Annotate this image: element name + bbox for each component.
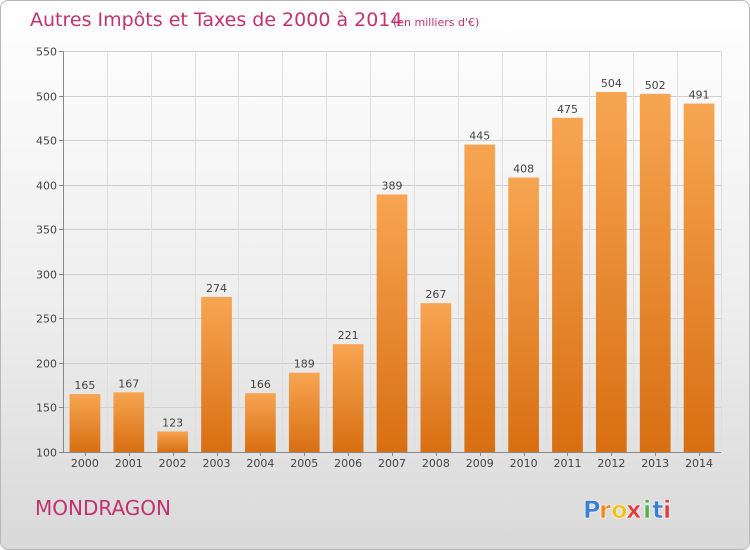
x-tick-label: 2007 [378, 457, 406, 470]
x-tick-label: 2009 [466, 457, 494, 470]
value-label: 502 [645, 79, 666, 92]
x-tick-label: 2011 [553, 457, 581, 470]
y-tick-label: 500 [36, 91, 57, 104]
y-tick-label: 150 [36, 402, 57, 415]
y-tick-label: 450 [36, 135, 57, 148]
y-tick-label: 250 [36, 313, 57, 326]
bar-2012 [595, 91, 627, 452]
value-label: 389 [382, 179, 403, 192]
x-tick-label: 2014 [685, 457, 713, 470]
value-label: 166 [250, 378, 271, 391]
bar-2011 [552, 117, 583, 452]
value-label: 123 [162, 417, 183, 430]
proxiti-logo: Pr ox i t i [583, 496, 672, 525]
y-tick-label: 200 [36, 358, 57, 371]
x-tick-label: 2013 [641, 457, 669, 470]
x-tick-label: 2002 [159, 457, 187, 470]
value-label: 504 [601, 77, 622, 90]
bar-2013 [639, 93, 671, 453]
value-label: 167 [118, 377, 139, 390]
value-label: 274 [206, 282, 227, 295]
value-label: 445 [469, 130, 490, 143]
axis-layer: 100 150 200 250 300 350 400 450 500 550 2000 2001 20… [36, 46, 721, 470]
logo-letter: P [583, 496, 601, 524]
x-tick-label: 2006 [334, 457, 362, 470]
value-label: 189 [294, 358, 315, 371]
bar-2001 [113, 392, 145, 452]
bar-2000 [69, 394, 101, 452]
x-tick-label: 2012 [597, 457, 625, 470]
logo-letter: x [626, 496, 642, 524]
y-tick-label: 550 [36, 46, 57, 59]
x-tick-label: 2010 [510, 457, 538, 470]
y-tick-label: 350 [36, 224, 57, 237]
value-label: 267 [425, 288, 446, 301]
x-tick-label: 2004 [246, 457, 274, 470]
value-label: 475 [557, 103, 578, 116]
value-label: 491 [689, 89, 710, 102]
bar-2009 [464, 144, 496, 453]
bar-2006 [332, 344, 364, 452]
logo-letter: o [611, 496, 628, 524]
bar-2005 [288, 372, 320, 452]
y-tick-label: 300 [36, 269, 57, 282]
chart-subtitle: (en milliers d'€) [393, 16, 479, 29]
x-tick-label: 2001 [115, 457, 143, 470]
value-label: 408 [513, 163, 534, 176]
y-tick-label: 400 [36, 180, 57, 193]
logo-letter: r [599, 496, 611, 524]
bar-2002 [157, 431, 189, 452]
bar-2010 [508, 177, 539, 452]
logo-letter: i [643, 496, 651, 524]
chart-title: Autres Impôts et Taxes de 2000 à 2014 [30, 9, 403, 31]
bar-2008 [420, 303, 452, 452]
bars-layer: 165 167 123 274 166 189 221 389 267 445 408 475 504 5… [69, 77, 715, 453]
bar-2014 [683, 103, 715, 452]
logo-letter: i [663, 496, 671, 524]
x-tick-label: 2008 [422, 457, 450, 470]
logo-letter: t [652, 496, 663, 524]
x-tick-label: 2005 [290, 457, 318, 470]
location-label: MONDRAGON [35, 496, 171, 520]
x-tick-label: 2003 [203, 457, 231, 470]
value-label: 221 [338, 329, 359, 342]
bar-2004 [245, 393, 276, 452]
value-label: 165 [74, 379, 95, 392]
x-tick-label: 2000 [71, 457, 99, 470]
bar-2003 [201, 296, 232, 452]
y-tick-label: 100 [36, 447, 57, 460]
bar-2007 [376, 194, 408, 453]
grid-layer [63, 51, 722, 453]
